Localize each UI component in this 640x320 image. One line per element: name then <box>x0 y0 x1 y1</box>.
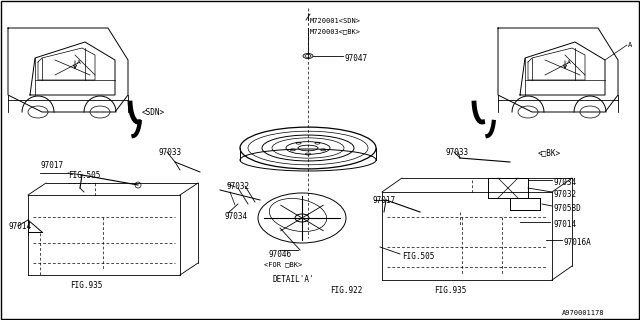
Text: 97016A: 97016A <box>563 238 591 247</box>
Text: M720003<□BK>: M720003<□BK> <box>310 28 361 34</box>
Text: FIG.505: FIG.505 <box>402 252 435 261</box>
Text: <FOR □BK>: <FOR □BK> <box>264 261 302 267</box>
Text: 97033: 97033 <box>445 148 468 157</box>
Text: 97034: 97034 <box>553 178 576 187</box>
Text: A: A <box>567 60 571 65</box>
Text: 97032: 97032 <box>553 190 576 199</box>
Text: 97017: 97017 <box>372 196 395 205</box>
Text: <□BK>: <□BK> <box>538 148 561 157</box>
Text: 97033: 97033 <box>158 148 181 157</box>
Text: 97047: 97047 <box>344 54 367 63</box>
Text: FIG.505: FIG.505 <box>68 171 100 180</box>
Text: 97032: 97032 <box>226 182 249 191</box>
Text: 97058D: 97058D <box>553 204 580 213</box>
Text: FIG.922: FIG.922 <box>330 286 362 295</box>
Text: 97046: 97046 <box>268 250 291 259</box>
Text: 97034: 97034 <box>224 212 247 221</box>
Text: 97014: 97014 <box>8 222 31 231</box>
Text: <SDN>: <SDN> <box>142 108 165 117</box>
Text: 97017: 97017 <box>40 161 63 170</box>
Text: FIG.935: FIG.935 <box>434 286 467 295</box>
Text: 97014: 97014 <box>553 220 576 229</box>
Text: DETAIL'A': DETAIL'A' <box>272 275 314 284</box>
Text: FIG.935: FIG.935 <box>70 281 102 290</box>
Text: M720001<SDN>: M720001<SDN> <box>310 18 361 24</box>
Text: A970001178: A970001178 <box>562 310 605 316</box>
Text: A: A <box>77 60 81 65</box>
Text: A: A <box>628 42 632 48</box>
